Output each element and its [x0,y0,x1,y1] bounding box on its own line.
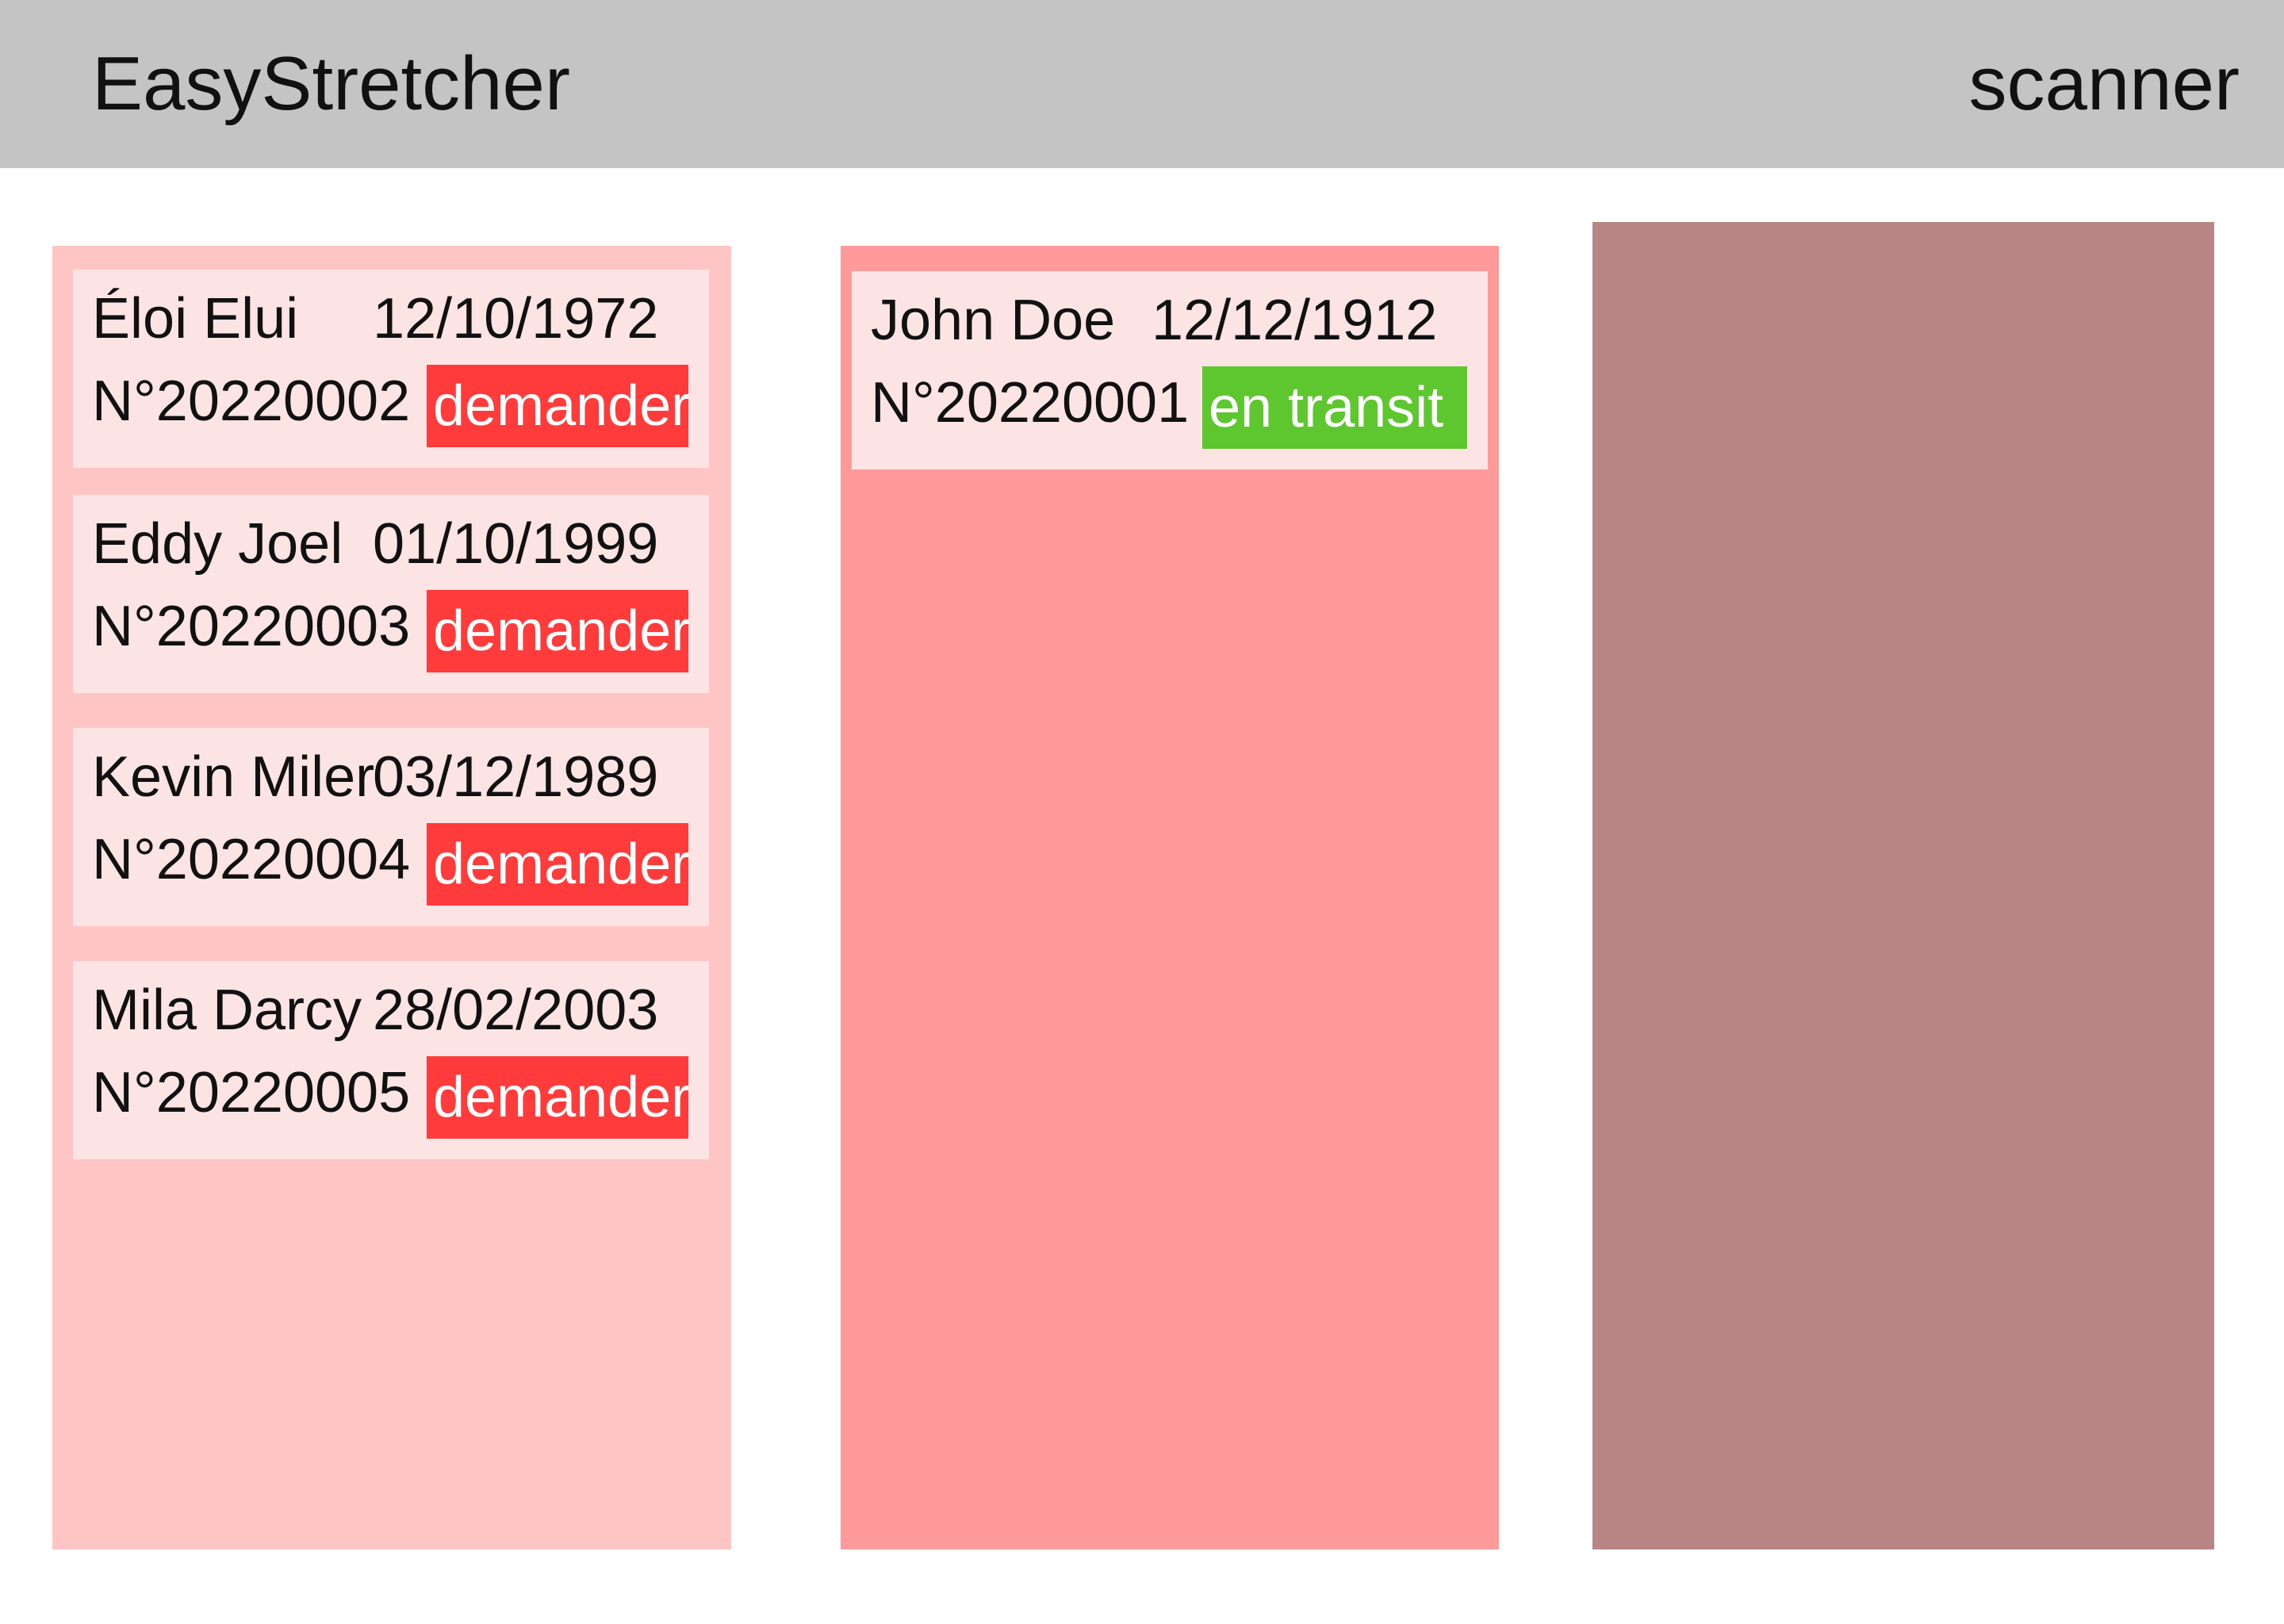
patient-name: John Doe [871,289,1116,352]
patient-number: N°20220004 [92,828,411,891]
patient-card[interactable]: John Doe 12/12/1912 N°20220001 en transi… [852,271,1488,469]
request-button[interactable]: demander [427,590,688,672]
patient-card[interactable]: Kevin Miler 03/12/1989 N°20220004 demand… [73,728,709,926]
patient-name: Éloi Elui [92,287,299,350]
app-title: EasyStretcher [92,41,570,126]
patient-birthdate: 12/12/1912 [1152,289,1438,352]
in-transit-badge[interactable]: en transit [1202,366,1467,449]
request-button[interactable]: demander [427,823,688,906]
patient-birthdate: 01/10/1999 [373,512,659,576]
patient-number: N°20220001 [871,371,1190,435]
column-third [1592,222,2214,1549]
column-requests: Éloi Elui 12/10/1972 N°20220002 demander… [52,246,731,1549]
patient-number: N°20220003 [92,595,411,658]
column-in-transit: John Doe 12/12/1912 N°20220001 en transi… [841,246,1499,1549]
patient-birthdate: 12/10/1972 [373,287,659,350]
patient-card[interactable]: Éloi Elui 12/10/1972 N°20220002 demander [73,270,709,468]
patient-card[interactable]: Eddy Joel 01/10/1999 N°20220003 demander [73,495,709,693]
patient-card[interactable]: Mila Darcy 28/02/2003 N°20220005 demande… [73,961,709,1159]
top-bar: EasyStretcher scanner [0,0,2284,168]
scanner-button[interactable]: scanner [1968,41,2240,126]
request-button[interactable]: demander [427,365,688,447]
patient-name: Mila Darcy [92,979,362,1042]
patient-name: Kevin Miler [92,745,375,809]
request-button[interactable]: demander [427,1056,688,1139]
patient-birthdate: 28/02/2003 [373,979,659,1042]
patient-number: N°20220005 [92,1061,411,1124]
patient-number: N°20220002 [92,370,411,433]
patient-birthdate: 03/12/1989 [373,745,659,809]
patient-name: Eddy Joel [92,512,343,576]
